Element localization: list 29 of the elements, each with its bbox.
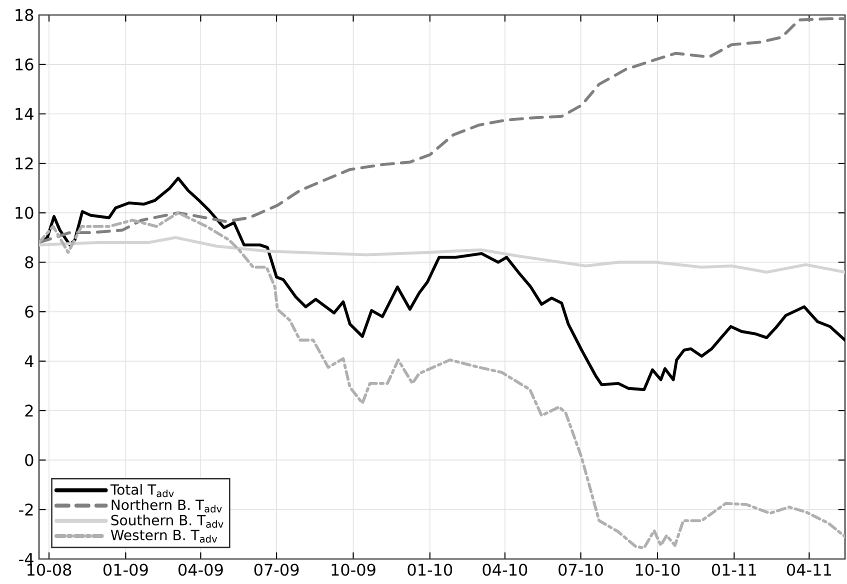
x-tick-label: 07-09 <box>254 564 299 576</box>
line-series <box>39 17 846 244</box>
y-tick-label: 14 <box>16 108 34 120</box>
y-tick-label: 10 <box>16 206 34 219</box>
x-tick-label: 01-09 <box>103 564 148 576</box>
x-tick-label: 10-10 <box>636 564 680 576</box>
x-tick-label: 10-08 <box>28 564 72 576</box>
x-tick-label: 04-10 <box>482 564 528 576</box>
y-tick-label: 4 <box>24 355 34 367</box>
y-tick-label: -4 <box>19 553 34 565</box>
y-tick-label: 18 <box>16 8 34 22</box>
x-tick-label: 10-09 <box>332 564 376 576</box>
x-tick-label: 01-11 <box>712 564 756 576</box>
x-tick-label: 07-10 <box>558 564 603 576</box>
y-tick-label: 0 <box>25 454 34 466</box>
y-tick-label: 16 <box>16 58 34 70</box>
x-tick-label: 04-11 <box>786 564 831 576</box>
legend-label: Western B. T$_{adv}$ <box>110 530 218 543</box>
y-tick-label: 2 <box>25 404 33 417</box>
legend-label: Northern B. T$_{adv}$ <box>112 499 222 512</box>
x-tick-label: 04-09 <box>178 564 223 576</box>
legend-label: Total T$_{adv}$ <box>110 484 174 498</box>
line-series <box>39 211 846 550</box>
y-tick-label: 8 <box>25 256 34 268</box>
y-tick-label: 6 <box>25 306 34 318</box>
y-tick-label: 12 <box>16 157 33 170</box>
y-tick-label: -2 <box>19 504 33 516</box>
legend-label: Southern B. T$_{adv}$ <box>111 514 224 528</box>
x-tick-label: 01-10 <box>408 564 452 576</box>
